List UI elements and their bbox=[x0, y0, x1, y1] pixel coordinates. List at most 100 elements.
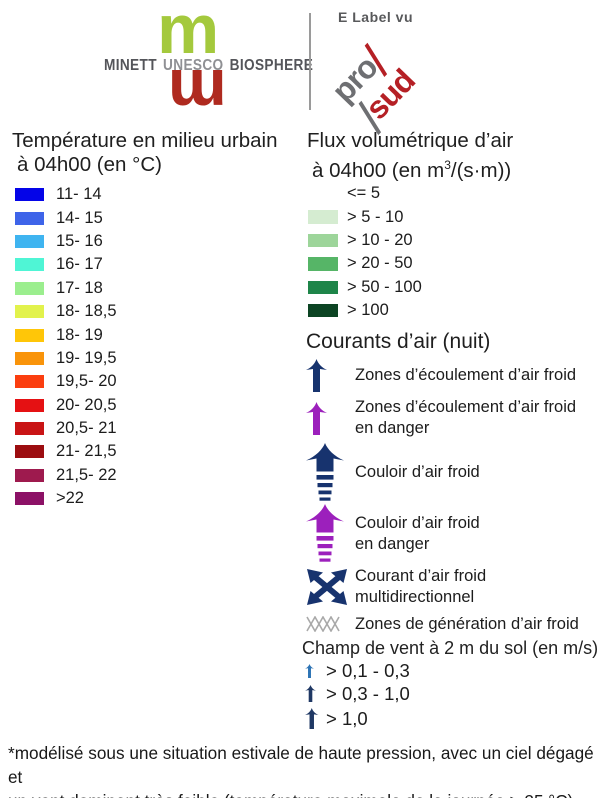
legend-item: 18- 18,5 bbox=[15, 300, 117, 323]
wind-arrow-small-icon bbox=[305, 664, 322, 678]
label-line2: en danger bbox=[355, 419, 430, 437]
legend-item-label: > 5 - 10 bbox=[347, 207, 404, 226]
flux-legend-title: Flux volumétrique d’air à 04h00 (en m3/(… bbox=[307, 129, 513, 183]
color-swatch bbox=[15, 398, 44, 412]
legend-item-label: 20,5- 21 bbox=[56, 419, 117, 438]
legend-item-label: > 20 - 50 bbox=[347, 254, 413, 273]
legend-item-label: 21- 21,5 bbox=[56, 442, 117, 461]
color-swatch bbox=[308, 233, 338, 248]
legend-item: 16- 17 bbox=[15, 253, 117, 276]
footnote-line2: un vent dominant très faible (températur… bbox=[8, 789, 598, 798]
legend-item-label: >22 bbox=[56, 489, 84, 508]
color-swatch bbox=[308, 210, 338, 224]
legend-item-label: Courant d’air froid multidirectionnel bbox=[355, 566, 486, 608]
legend-item: Couloir d’air froid bbox=[306, 442, 598, 503]
legend-item-label: <= 5 bbox=[347, 184, 381, 203]
color-swatch bbox=[308, 303, 338, 318]
color-swatch bbox=[308, 257, 338, 271]
legend-item-label: 11- 14 bbox=[56, 185, 102, 204]
minett-word: MINETT bbox=[104, 57, 157, 74]
label-line1: Couloir d’air froid bbox=[355, 463, 480, 481]
label-line1: Zones de génération d’air froid bbox=[355, 614, 579, 633]
flux-legend-list: <= 5 > 5 - 10 > 10 - 20 > 20 - 50 > 50 -… bbox=[308, 182, 422, 322]
legend-item-label: 19- 19,5 bbox=[56, 348, 117, 367]
color-swatch bbox=[15, 468, 44, 482]
cold-air-flow-arrow-icon bbox=[306, 358, 355, 392]
e-label-vu-text: E Label vu bbox=[338, 9, 414, 25]
legend-item-label: > 100 bbox=[347, 301, 389, 320]
legend-item-label: 17- 18 bbox=[56, 278, 103, 297]
legend-item-label: 14- 15 bbox=[56, 208, 103, 227]
legend-item: <= 5 bbox=[308, 182, 422, 205]
legend-item-label: 16- 17 bbox=[56, 255, 103, 274]
color-swatch bbox=[15, 375, 44, 389]
color-swatch bbox=[15, 492, 44, 506]
flux-title-line2: à 04h00 (en m3/(s·m)) bbox=[307, 153, 513, 183]
unesco-word: UNESCO bbox=[163, 57, 224, 74]
legend-item-label: 20- 20,5 bbox=[56, 395, 117, 414]
prosud-logo: pro sud bbox=[325, 11, 446, 136]
legend-item-label: Couloir d’air froid bbox=[355, 462, 480, 483]
legend-item-label: > 1,0 bbox=[326, 707, 368, 729]
cold-air-generation-hatch-icon bbox=[306, 616, 355, 632]
label-line1: Zones d’écoulement d’air froid bbox=[355, 398, 577, 416]
legend-item: 18- 19 bbox=[15, 323, 117, 346]
flux-title-line2b: /(s·m)) bbox=[450, 158, 512, 182]
legend-item-label: > 10 - 20 bbox=[347, 230, 413, 249]
multidirectional-cold-air-icon bbox=[306, 568, 355, 606]
legend-item: > 1,0 bbox=[305, 705, 410, 732]
legend-item: > 50 - 100 bbox=[308, 276, 422, 299]
legend-item-label: > 0,3 - 1,0 bbox=[326, 682, 410, 704]
wind-arrow-large-icon bbox=[305, 708, 322, 729]
legend-item-label: Zones de génération d’air froid bbox=[355, 614, 579, 635]
biosphere-word: BIOSPHERE bbox=[229, 57, 314, 74]
label-line1: Courant d’air froid bbox=[355, 567, 487, 585]
color-swatch bbox=[15, 351, 44, 365]
color-swatch bbox=[308, 280, 338, 294]
color-swatch bbox=[15, 281, 44, 295]
legend-item: 20,5- 21 bbox=[15, 417, 117, 440]
legend-item: Zones d’écoulement d’air froid bbox=[306, 356, 598, 394]
color-swatch bbox=[15, 211, 44, 225]
color-swatch bbox=[308, 186, 338, 201]
legend-item-label: > 50 - 100 bbox=[347, 277, 422, 296]
minett-red-inverted-m-logo: m bbox=[168, 56, 227, 130]
legend-item-label: Zones d’écoulement d’air froid bbox=[355, 365, 576, 386]
legend-item: Courant d’air froid multidirectionnel bbox=[306, 564, 598, 610]
cold-air-corridor-danger-arrow-icon bbox=[306, 504, 355, 563]
legend-item: 11- 14 bbox=[15, 183, 117, 206]
color-swatch bbox=[15, 234, 44, 248]
legend-item: 17- 18 bbox=[15, 277, 117, 300]
legend-item: 20- 20,5 bbox=[15, 394, 117, 417]
label-line2: multidirectionnel bbox=[355, 588, 475, 606]
legend-item: > 0,1 - 0,3 bbox=[305, 660, 410, 682]
legend-item: >22 bbox=[15, 487, 117, 510]
legend-item-label: > 0,1 - 0,3 bbox=[326, 660, 410, 681]
color-swatch bbox=[15, 305, 44, 319]
legend-item-label: 19,5- 20 bbox=[56, 372, 117, 391]
label-line1: Zones d’écoulement d’air froid bbox=[355, 365, 577, 384]
header-divider-line bbox=[309, 13, 311, 110]
legend-item: 15- 16 bbox=[15, 230, 117, 253]
color-swatch bbox=[15, 188, 44, 202]
temperature-legend-list: 11- 14 14- 15 15- 16 16- 17 17- 18 18- 1… bbox=[15, 183, 117, 510]
courants-legend-list: Zones d’écoulement d’air froid Zones d’é… bbox=[306, 356, 598, 638]
legend-item-label: Couloir d’air froid en danger bbox=[355, 513, 480, 555]
legend-item: Couloir d’air froid en danger bbox=[306, 503, 598, 564]
color-swatch bbox=[15, 422, 44, 436]
legend-item: Zones de génération d’air froid bbox=[306, 610, 598, 638]
legend-item-label: 21,5- 22 bbox=[56, 465, 117, 484]
cold-air-flow-danger-arrow-icon bbox=[306, 401, 355, 435]
minett-unesco-biosphere-wordmark: MINETT UNESCO BIOSPHERE bbox=[104, 57, 313, 75]
color-swatch bbox=[15, 258, 44, 272]
legend-item-label: Zones d’écoulement d’air froid en danger bbox=[355, 397, 576, 439]
legend-item: > 100 bbox=[308, 299, 422, 322]
flux-title-line1: Flux volumétrique d’air bbox=[307, 129, 514, 152]
legend-item: > 5 - 10 bbox=[308, 205, 422, 228]
legend-item: > 0,3 - 1,0 bbox=[305, 682, 410, 705]
legend-item: > 20 - 50 bbox=[308, 252, 422, 275]
temperature-title-line1: Température en milieu urbain bbox=[12, 129, 278, 152]
wind-field-title: Champ de vent à 2 m du sol (en m/s) bbox=[302, 638, 599, 658]
color-swatch bbox=[15, 445, 44, 459]
